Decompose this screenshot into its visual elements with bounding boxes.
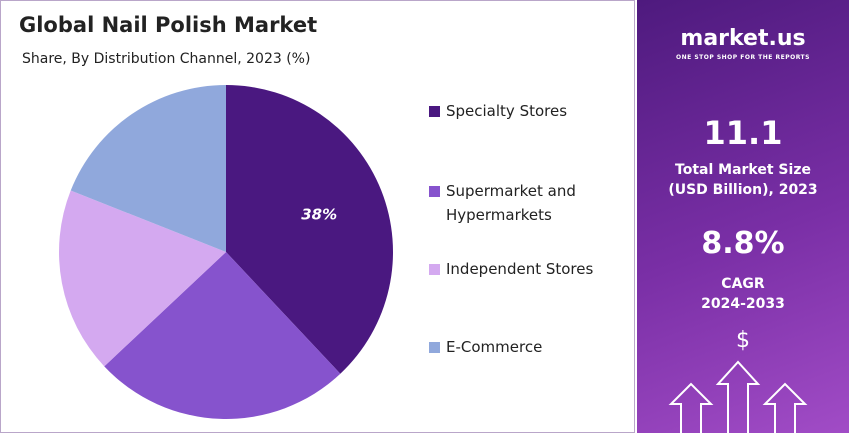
cagr-period: 2024-2033 <box>701 296 785 312</box>
legend-item: E-Commerce <box>429 335 626 359</box>
chart-title: Global Nail Polish Market <box>19 13 318 37</box>
cagr: 8.8% <box>701 226 785 261</box>
cagr-label: CAGR <box>721 276 765 292</box>
info-panel: market.us ONE STOP SHOP FOR THE REPORTS … <box>637 0 849 433</box>
legend-label: Independent Stores <box>446 260 594 278</box>
legend-item: Specialty Stores <box>429 99 626 123</box>
chart-area: Global Nail Polish Market Share, By Dist… <box>0 0 635 433</box>
market-size: 11.1 <box>703 114 783 152</box>
pie-slice <box>58 190 226 367</box>
arrows-decoration <box>668 360 808 433</box>
currency-icon: $ <box>736 328 750 353</box>
legend-label: Specialty Stores <box>446 102 568 120</box>
pie-slice <box>70 85 226 252</box>
legend-swatch <box>429 186 440 197</box>
legend-item: Independent Stores <box>429 257 626 281</box>
data-label: 38% <box>301 206 337 224</box>
pie-slice <box>104 252 341 419</box>
legend-label: E-Commerce <box>446 338 543 356</box>
brand: market.us <box>680 26 806 51</box>
pie-slice <box>226 85 393 374</box>
pie-chart: 38% <box>58 85 393 419</box>
legend-swatch <box>429 342 440 353</box>
legend-swatch <box>429 264 440 275</box>
legend-swatch <box>429 106 440 117</box>
legend-label: Supermarket and Hypermarkets <box>446 182 576 224</box>
legend-item: Supermarket and Hypermarkets <box>429 179 626 227</box>
tagline: ONE STOP SHOP FOR THE REPORTS <box>676 54 810 61</box>
market-size-label: Total Market Size (USD Billion), 2023 <box>668 162 818 198</box>
chart-subtitle: Share, By Distribution Channel, 2023 (%) <box>22 51 311 67</box>
